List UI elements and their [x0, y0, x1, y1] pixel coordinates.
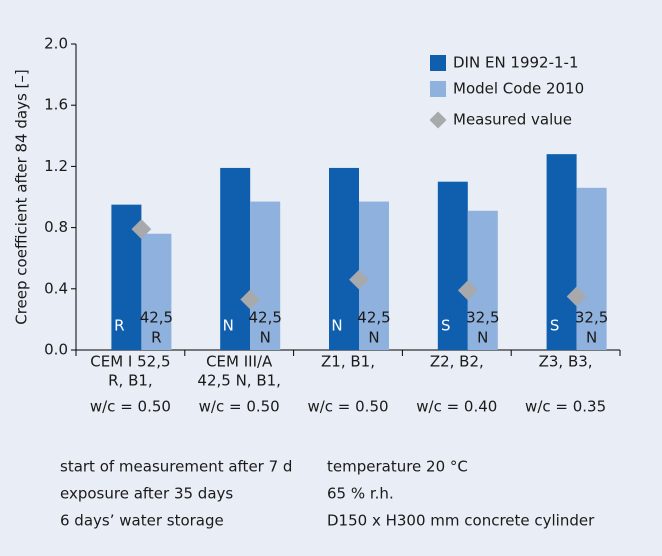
x-tick-label: w/c = 0.50: [90, 398, 171, 416]
legend-label: Measured value: [453, 111, 572, 129]
y-tick-label: 2.0: [44, 35, 68, 53]
legend-swatch: [430, 81, 446, 97]
bar-inner-label: R: [114, 317, 124, 335]
bar-inner-label: 42,5: [140, 309, 173, 327]
bar-inner-label: 42,5: [357, 309, 390, 327]
bar-inner-label: N: [223, 317, 234, 335]
legend-swatch: [429, 111, 447, 129]
y-tick-label: 0.0: [44, 341, 68, 359]
legend-label: Model Code 2010: [453, 80, 584, 98]
bar-inner-label: 32,5: [575, 309, 608, 327]
bar-inner-label: R: [151, 329, 161, 347]
note: start of measurement after 7 d: [60, 458, 292, 476]
y-tick-label: 1.6: [44, 96, 68, 114]
bar: [220, 167, 251, 350]
y-axis-label: Creep coefficient after 84 days [–]: [13, 69, 31, 325]
bar: [576, 187, 607, 350]
measured-marker: [349, 269, 369, 290]
legend-swatch: [430, 55, 446, 71]
measured-marker: [131, 219, 152, 240]
bar-inner-label: N: [331, 317, 342, 335]
bar-inner-label: 42,5: [248, 309, 281, 327]
bar: [546, 154, 577, 350]
y-tick-label: 1.2: [44, 157, 68, 175]
x-tick-label: CEM I 52,5: [90, 353, 170, 371]
x-tick-label: w/c = 0.35: [525, 398, 606, 416]
y-tick-label: 0.8: [44, 218, 68, 236]
note: temperature 20 °C: [327, 458, 468, 476]
x-tick-label: w/c = 0.50: [307, 398, 388, 416]
bar-inner-label: S: [550, 317, 560, 335]
x-tick-label: Z1, B1,: [321, 353, 375, 371]
bar-inner-label: 32,5: [466, 309, 499, 327]
bar-inner-label: N: [260, 329, 271, 347]
bar: [250, 201, 281, 350]
bar: [141, 233, 172, 350]
note: D150 x H300 mm concrete cylinder: [327, 512, 595, 530]
measured-marker: [566, 286, 587, 307]
x-tick-label: w/c = 0.40: [416, 398, 497, 416]
legend-label: DIN EN 1992-1-1: [453, 54, 579, 72]
note: 65 % r.h.: [327, 485, 394, 503]
measured-marker: [457, 280, 478, 301]
bar-inner-label: S: [441, 317, 451, 335]
y-tick-label: 0.4: [44, 279, 68, 297]
bar: [467, 210, 498, 350]
x-tick-label: 42,5 N, B1,: [197, 372, 281, 390]
bar: [437, 181, 468, 350]
x-tick-label: w/c = 0.50: [199, 398, 280, 416]
x-tick-label: Z3, B3,: [539, 353, 593, 371]
bar-inner-label: N: [477, 329, 488, 347]
note: 6 days’ water storage: [60, 512, 224, 530]
measured-marker: [240, 289, 261, 310]
x-tick-label: CEM III/A: [206, 353, 273, 371]
bar: [329, 167, 359, 350]
note: exposure after 35 days: [60, 485, 233, 503]
bar-inner-label: N: [586, 329, 597, 347]
x-tick-label: R, B1,: [108, 372, 153, 390]
x-tick-label: Z2, B2,: [430, 353, 484, 371]
bar-inner-label: N: [368, 329, 379, 347]
